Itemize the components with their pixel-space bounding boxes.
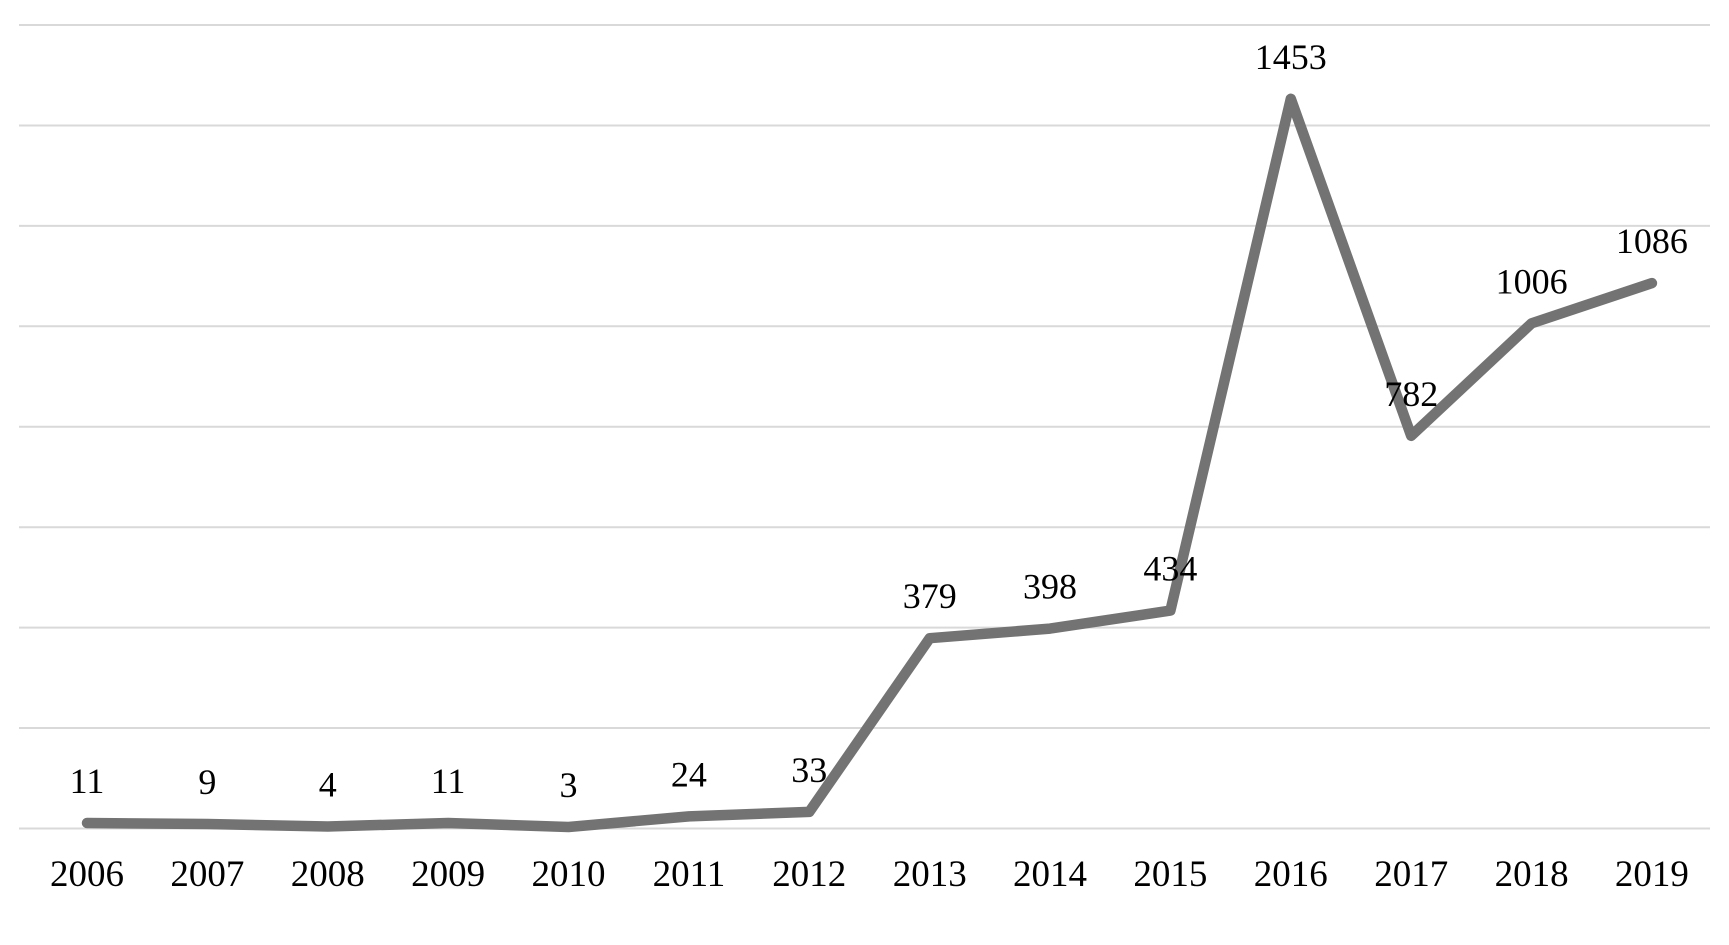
data-label-2010: 3	[560, 765, 578, 805]
x-axis-label-2008: 2008	[291, 854, 365, 895]
data-label-2012: 33	[791, 750, 827, 790]
data-label-2017: 782	[1384, 374, 1438, 414]
x-axis-label-2015: 2015	[1133, 854, 1207, 895]
data-label-2018: 1006	[1496, 261, 1568, 301]
data-label-2014: 398	[1023, 567, 1077, 607]
x-axis-label-2016: 2016	[1254, 854, 1328, 895]
data-label-2019: 1086	[1616, 221, 1688, 261]
x-axis-label-2006: 2006	[50, 854, 124, 895]
data-label-2011: 24	[671, 754, 707, 794]
x-axis-label-2017: 2017	[1374, 854, 1448, 895]
x-axis-label-2014: 2014	[1013, 854, 1087, 895]
data-label-2016: 1453	[1255, 37, 1327, 77]
x-axis-label-2018: 2018	[1495, 854, 1569, 895]
x-axis-label-2013: 2013	[893, 854, 967, 895]
x-axis-labels: 2006 2007 2008 2009 2010 2011 2012 2013 2014 2015…	[50, 854, 1689, 895]
x-axis-label-2019: 2019	[1615, 854, 1689, 895]
x-axis-label-2010: 2010	[532, 854, 606, 895]
data-label-2013: 379	[903, 576, 957, 616]
data-labels: 11 9 4 11 3 24 33 379 398 434 1453 782 1006 1086	[70, 37, 1688, 805]
data-label-2007: 9	[198, 762, 216, 802]
x-axis-label-2009: 2009	[411, 854, 485, 895]
data-label-2009: 11	[431, 761, 466, 801]
data-label-2006: 11	[70, 761, 105, 801]
x-axis-label-2011: 2011	[653, 854, 726, 895]
data-label-2015: 434	[1143, 549, 1197, 589]
x-axis-label-2007: 2007	[170, 854, 244, 895]
series-line	[81, 93, 1658, 833]
x-axis-label-2012: 2012	[772, 854, 846, 895]
gridlines	[19, 24, 1710, 830]
data-label-2008: 4	[319, 765, 337, 805]
